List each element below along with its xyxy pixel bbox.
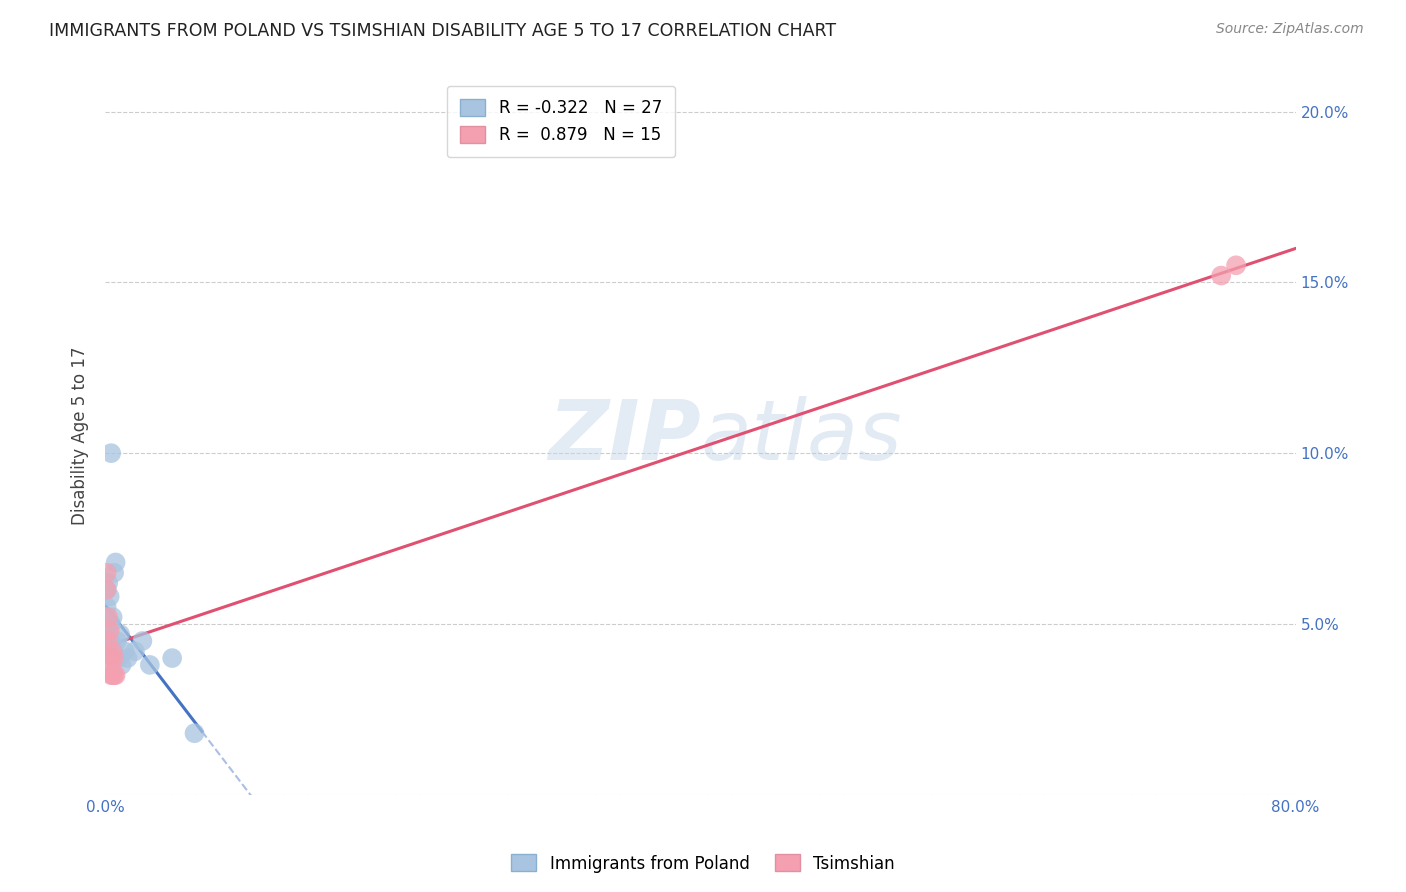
Point — [98, 624, 121, 638]
Point — [104, 556, 127, 570]
Point — [103, 566, 125, 580]
Point — [117, 651, 139, 665]
Point — [101, 644, 124, 658]
Point — [101, 610, 124, 624]
Point — [98, 631, 121, 645]
Legend: R = -0.322   N = 27, R =  0.879   N = 15: R = -0.322 N = 27, R = 0.879 N = 15 — [447, 86, 675, 157]
Point — [1211, 268, 1233, 283]
Point — [139, 657, 162, 672]
Point — [96, 582, 118, 597]
Point — [124, 644, 146, 658]
Point — [131, 634, 153, 648]
Point — [96, 582, 118, 597]
Point — [108, 627, 131, 641]
Point — [100, 446, 122, 460]
Point — [97, 610, 120, 624]
Point — [1225, 258, 1247, 272]
Point — [101, 668, 124, 682]
Point — [100, 668, 122, 682]
Point — [98, 651, 121, 665]
Text: Source: ZipAtlas.com: Source: ZipAtlas.com — [1216, 22, 1364, 37]
Text: ZIP: ZIP — [548, 395, 700, 476]
Text: atlas: atlas — [700, 395, 903, 476]
Point — [107, 651, 129, 665]
Legend: Immigrants from Poland, Tsimshian: Immigrants from Poland, Tsimshian — [505, 847, 901, 880]
Point — [105, 634, 128, 648]
Point — [114, 644, 136, 658]
Point — [100, 657, 122, 672]
Point — [101, 637, 124, 651]
Point — [100, 616, 122, 631]
Point — [103, 651, 125, 665]
Point — [98, 590, 121, 604]
Point — [96, 610, 118, 624]
Point — [97, 616, 120, 631]
Point — [160, 651, 183, 665]
Point — [183, 726, 205, 740]
Point — [103, 668, 125, 682]
Point — [100, 644, 122, 658]
Point — [110, 657, 132, 672]
Point — [97, 624, 120, 638]
Point — [96, 566, 118, 580]
Point — [97, 634, 120, 648]
Text: IMMIGRANTS FROM POLAND VS TSIMSHIAN DISABILITY AGE 5 TO 17 CORRELATION CHART: IMMIGRANTS FROM POLAND VS TSIMSHIAN DISA… — [49, 22, 837, 40]
Point — [103, 651, 125, 665]
Point — [104, 668, 127, 682]
Point — [97, 576, 120, 591]
Point — [96, 599, 118, 614]
Y-axis label: Disability Age 5 to 17: Disability Age 5 to 17 — [72, 347, 89, 525]
